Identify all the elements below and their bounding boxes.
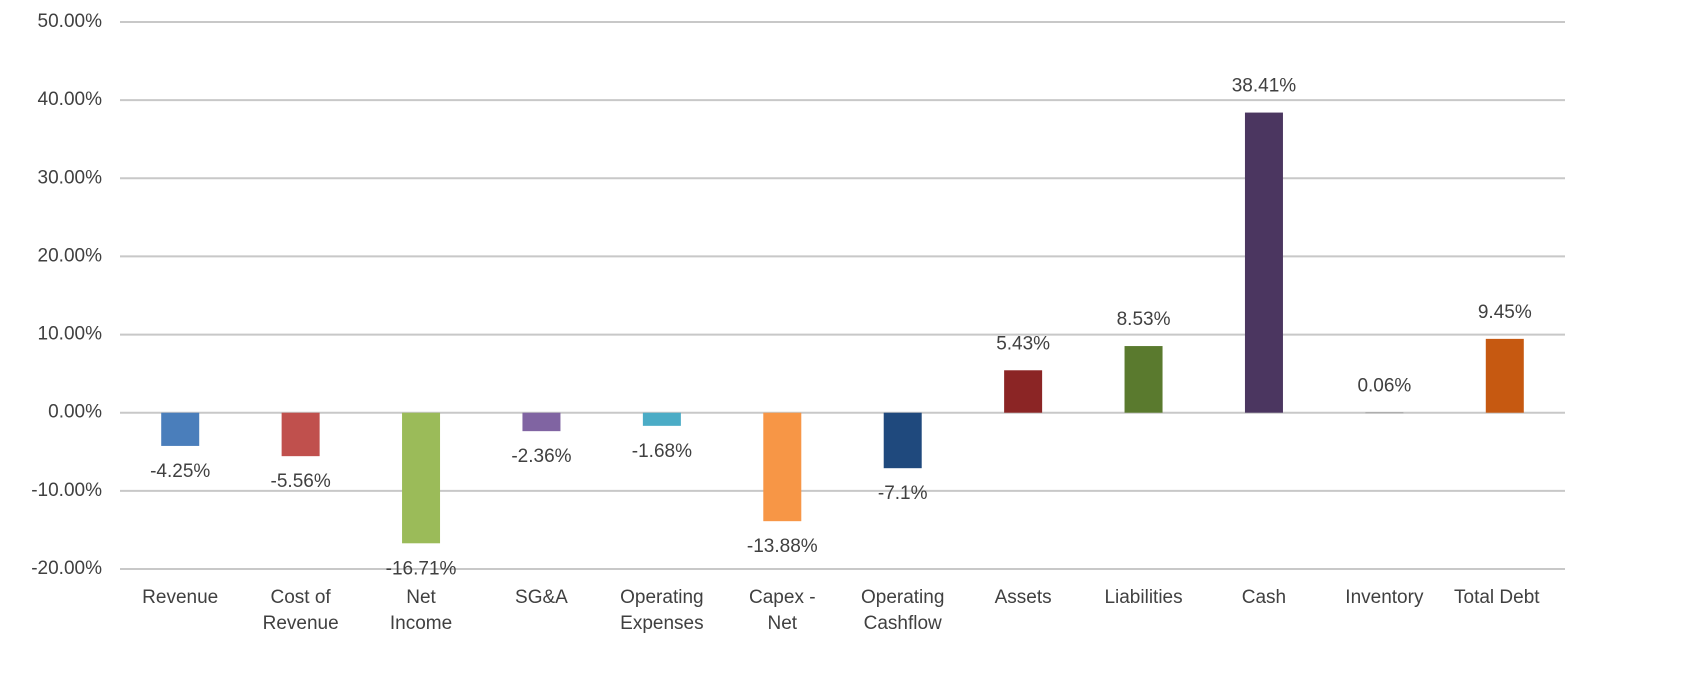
y-tick-label: 10.00%: [38, 324, 103, 345]
data-label: 5.43%: [996, 333, 1050, 354]
x-tick-label: Revenue: [142, 587, 219, 608]
data-label: -5.56%: [271, 471, 331, 492]
x-tick-label: Total Debt: [1454, 587, 1540, 608]
bar: [161, 412, 200, 446]
y-tick-label: 50.00%: [38, 11, 103, 32]
data-label: 0.06%: [1357, 375, 1411, 396]
data-label: -13.88%: [747, 536, 818, 557]
data-label: 38.41%: [1232, 76, 1297, 97]
x-tick-label: Cost of Revenue: [262, 587, 339, 634]
bar: [522, 412, 561, 432]
data-label: -4.25%: [150, 461, 210, 482]
bar: [1004, 370, 1043, 413]
bar: [1365, 412, 1404, 414]
bar: [1485, 338, 1524, 413]
x-tick-label: Assets: [994, 587, 1052, 608]
y-tick-label: 30.00%: [38, 167, 103, 188]
x-tick-label: Net Income: [389, 587, 453, 634]
x-tick-label: Operating Expenses: [620, 587, 704, 634]
x-tick-label: Liabilities: [1104, 587, 1183, 608]
bar: [281, 412, 320, 457]
data-label: -2.36%: [511, 446, 571, 467]
data-label: 9.45%: [1478, 302, 1532, 323]
data-label: -16.71%: [386, 558, 457, 579]
data-label: 8.53%: [1117, 309, 1171, 330]
x-tick-label: Inventory: [1345, 587, 1424, 608]
x-tick-label: Operating Cashflow: [860, 587, 945, 634]
x-tick-label: SG&A: [515, 587, 568, 608]
bar: [1244, 112, 1283, 413]
bar: [642, 412, 681, 426]
y-tick-label: 40.00%: [38, 89, 103, 110]
bar: [883, 412, 922, 469]
bar: [402, 412, 441, 544]
y-tick-label: -20.00%: [31, 558, 102, 579]
data-label: -1.68%: [632, 441, 692, 462]
bar: [763, 412, 802, 522]
y-tick-label: -10.00%: [31, 480, 102, 501]
bar: [1124, 346, 1163, 413]
x-tick-label: Cash: [1241, 587, 1287, 608]
y-tick-label: 20.00%: [38, 245, 103, 266]
data-label: -7.1%: [878, 483, 928, 504]
y-tick-label: 0.00%: [48, 402, 102, 423]
x-tick-label: Capex - Net: [749, 587, 816, 634]
